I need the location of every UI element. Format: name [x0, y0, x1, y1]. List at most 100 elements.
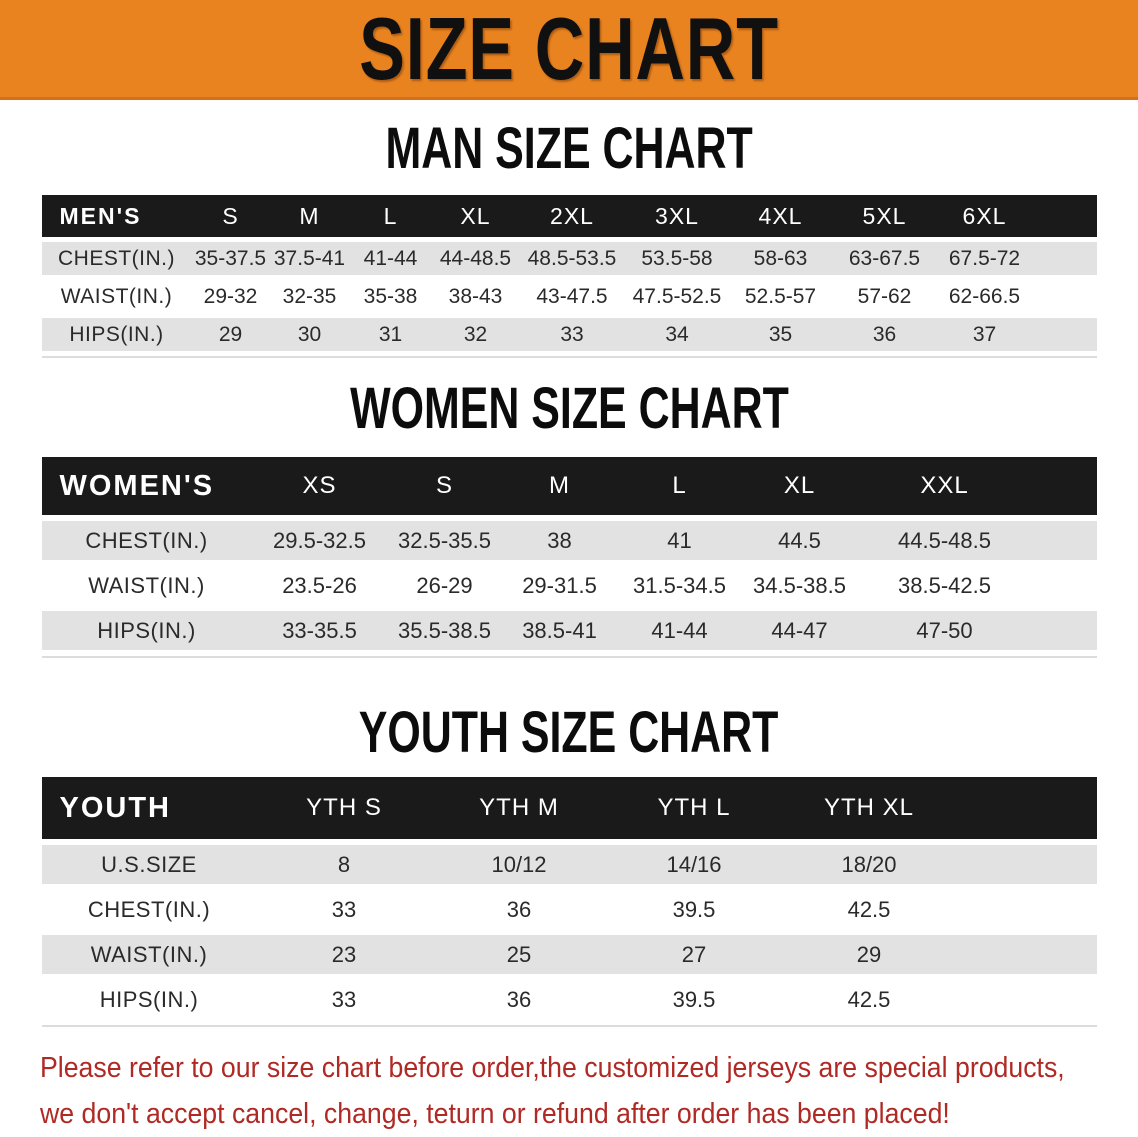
column-header-6xl: 6XL — [937, 195, 1032, 237]
size-value-cell: 33 — [519, 318, 625, 351]
column-header-m: M — [269, 195, 350, 237]
women-section-heading: WOMEN SIZE CHART — [0, 380, 1138, 438]
spacer-cell — [1031, 611, 1097, 650]
size-value-cell: 52.5-57 — [729, 280, 832, 313]
women-table-title: WOMEN'S — [41, 457, 252, 515]
men-section-heading-text: MAN SIZE CHART — [385, 116, 753, 181]
youth-ussize-row: U.S.SIZE 8 10/12 14/16 18/20 — [41, 845, 1097, 884]
spacer-cell — [956, 777, 1097, 839]
spacer-cell — [1031, 521, 1097, 560]
spacer-cell — [1031, 318, 1097, 351]
men-header-row: MEN'S S M L XL 2XL 3XL 4XL 5XL 6XL — [41, 195, 1097, 237]
size-value-cell: 31.5-34.5 — [617, 566, 742, 605]
row-label-us-size: U.S.SIZE — [41, 845, 257, 884]
size-value-cell: 29-31.5 — [501, 566, 618, 605]
size-value-cell: 14/16 — [606, 845, 782, 884]
size-value-cell: 35-38 — [349, 280, 432, 313]
row-label-waist: WAIST(IN.) — [41, 566, 252, 605]
size-value-cell: 37 — [937, 318, 1032, 351]
size-value-cell: 29 — [191, 318, 270, 351]
size-value-cell: 36 — [831, 318, 938, 351]
column-header-xs: XS — [251, 457, 388, 515]
women-size-table-container: WOMEN'S XS S M L XL XXL CHEST(IN.) 29.5-… — [41, 451, 1097, 658]
size-value-cell: 23.5-26 — [251, 566, 388, 605]
disclaimer-line-2: we don't accept cancel, change, teturn o… — [40, 1098, 950, 1130]
column-header-yth-xl: YTH XL — [781, 777, 957, 839]
row-label-waist: WAIST(IN.) — [41, 935, 257, 974]
men-table-title: MEN'S — [41, 195, 192, 237]
page-title: SIZE CHART — [359, 0, 779, 98]
men-size-table: MEN'S S M L XL 2XL 3XL 4XL 5XL 6XL CHEST… — [41, 190, 1097, 356]
size-value-cell: 29 — [781, 935, 957, 974]
size-value-cell: 53.5-58 — [624, 242, 730, 275]
youth-hips-row: HIPS(IN.) 33 36 39.5 42.5 — [41, 980, 1097, 1019]
size-value-cell: 58-63 — [729, 242, 832, 275]
men-size-table-container: MEN'S S M L XL 2XL 3XL 4XL 5XL 6XL CHEST… — [41, 190, 1097, 358]
spacer-cell — [1031, 242, 1097, 275]
men-section-heading: MAN SIZE CHART — [0, 116, 1138, 181]
women-header-row: WOMEN'S XS S M L XL XXL — [41, 457, 1097, 515]
size-value-cell: 36 — [431, 890, 607, 929]
row-label-hips: HIPS(IN.) — [41, 980, 257, 1019]
column-header-s: S — [191, 195, 270, 237]
women-hips-row: HIPS(IN.) 33-35.5 35.5-38.5 38.5-41 41-4… — [41, 611, 1097, 650]
row-label-chest: CHEST(IN.) — [41, 242, 192, 275]
size-value-cell: 41-44 — [349, 242, 432, 275]
column-header-l: L — [349, 195, 432, 237]
column-header-l: L — [617, 457, 742, 515]
youth-size-table-container: YOUTH YTH S YTH M YTH L YTH XL U.S.SIZE … — [41, 771, 1097, 1027]
size-value-cell: 23 — [256, 935, 432, 974]
size-value-cell: 41-44 — [617, 611, 742, 650]
size-value-cell: 29.5-32.5 — [251, 521, 388, 560]
row-label-chest: CHEST(IN.) — [41, 521, 252, 560]
size-value-cell: 35-37.5 — [191, 242, 270, 275]
size-value-cell: 34 — [624, 318, 730, 351]
row-label-waist: WAIST(IN.) — [41, 280, 192, 313]
column-header-xl: XL — [431, 195, 520, 237]
size-value-cell: 30 — [269, 318, 350, 351]
size-value-cell: 47.5-52.5 — [624, 280, 730, 313]
size-value-cell: 38-43 — [431, 280, 520, 313]
size-value-cell: 29-32 — [191, 280, 270, 313]
size-value-cell: 32 — [431, 318, 520, 351]
youth-section-heading: YOUTH SIZE CHART — [0, 704, 1138, 762]
size-value-cell: 25 — [431, 935, 607, 974]
size-value-cell: 48.5-53.5 — [519, 242, 625, 275]
column-header-m: M — [501, 457, 618, 515]
size-value-cell: 33-35.5 — [251, 611, 388, 650]
row-label-hips: HIPS(IN.) — [41, 611, 252, 650]
column-header-2xl: 2XL — [519, 195, 625, 237]
size-value-cell: 57-62 — [831, 280, 938, 313]
column-header-xl: XL — [741, 457, 858, 515]
spacer-cell — [1031, 195, 1097, 237]
size-value-cell: 35.5-38.5 — [387, 611, 502, 650]
size-value-cell: 26-29 — [387, 566, 502, 605]
spacer-cell — [956, 890, 1097, 929]
size-value-cell: 44-47 — [741, 611, 858, 650]
column-header-s: S — [387, 457, 502, 515]
size-value-cell: 38 — [501, 521, 618, 560]
size-value-cell: 42.5 — [781, 980, 957, 1019]
spacer-cell — [1031, 457, 1097, 515]
row-label-hips: HIPS(IN.) — [41, 318, 192, 351]
column-header-3xl: 3XL — [624, 195, 730, 237]
youth-table-title: YOUTH — [41, 777, 257, 839]
column-header-5xl: 5XL — [831, 195, 938, 237]
disclaimer-note: Please refer to our size chart before or… — [40, 1045, 1138, 1137]
disclaimer-line-1: Please refer to our size chart before or… — [40, 1052, 1065, 1084]
size-value-cell: 18/20 — [781, 845, 957, 884]
size-value-cell: 41 — [617, 521, 742, 560]
women-waist-row: WAIST(IN.) 23.5-26 26-29 29-31.5 31.5-34… — [41, 566, 1097, 605]
size-value-cell: 33 — [256, 890, 432, 929]
size-value-cell: 39.5 — [606, 980, 782, 1019]
size-value-cell: 39.5 — [606, 890, 782, 929]
size-value-cell: 27 — [606, 935, 782, 974]
spacer-cell — [1031, 280, 1097, 313]
size-value-cell: 44.5-48.5 — [857, 521, 1032, 560]
women-chest-row: CHEST(IN.) 29.5-32.5 32.5-35.5 38 41 44.… — [41, 521, 1097, 560]
size-value-cell: 38.5-42.5 — [857, 566, 1032, 605]
size-value-cell: 10/12 — [431, 845, 607, 884]
spacer-cell — [956, 845, 1097, 884]
men-hips-row: HIPS(IN.) 29 30 31 32 33 34 35 36 37 — [41, 318, 1097, 351]
men-waist-row: WAIST(IN.) 29-32 32-35 35-38 38-43 43-47… — [41, 280, 1097, 313]
